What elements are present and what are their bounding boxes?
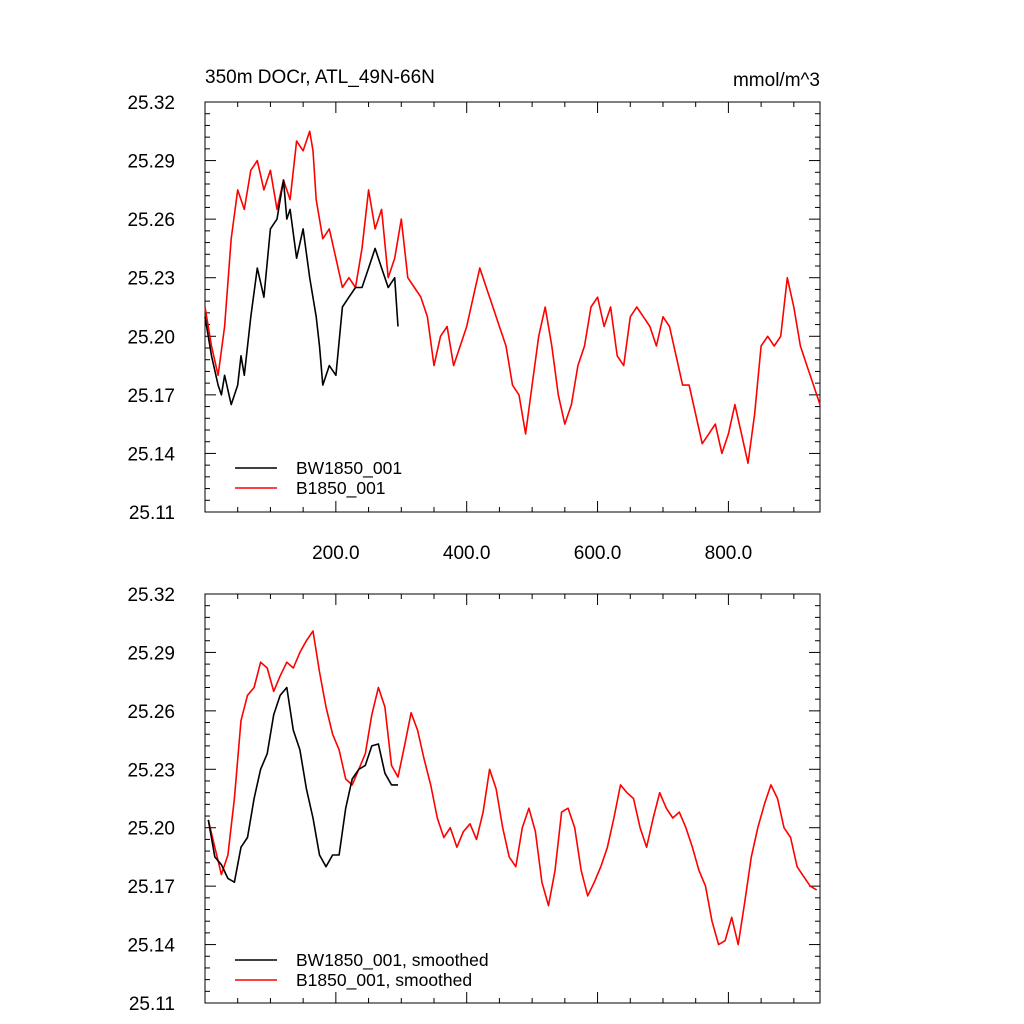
legend-label: BW1850_001 [296,458,402,479]
y-tick-label: 25.17 [127,386,175,407]
y-tick-label: 25.20 [127,327,175,348]
series-line-bw1850 [204,179,399,406]
panel-2: 25.11 25.14 25.17 25.20 25.23 25.26 25.29 25.32… [127,585,821,1015]
units-label: mmol/m^3 [733,70,820,91]
plot-frame [204,593,821,1004]
panel-1: 25.11 25.14 25.17 25.20 25.23 25.26 25.29 25.32… [127,93,821,564]
legend-label: B1850_001, smoothed [296,970,472,991]
y-tick-label: 25.11 [129,503,175,524]
x-tick-label: 400.0 [443,543,491,564]
y-tick-label: 25.26 [127,702,175,723]
y-tick-label: 25.29 [127,643,175,664]
legend-label: B1850_001 [296,478,386,499]
x-tick-label: 200.0 [312,543,360,564]
y-tick-label: 25.32 [127,93,175,114]
x-tick-label: 600.0 [574,543,622,564]
legend-label: BW1850_001, smoothed [296,950,489,971]
chart-title: 350m DOCr, ATL_49N-66N [205,67,435,88]
y-tick-label: 25.14 [127,936,175,957]
y-tick-label: 25.17 [127,877,175,898]
y-tick-label: 25.23 [127,269,175,290]
y-tick-label: 25.32 [127,585,175,606]
x-tick-label: 800.0 [705,543,753,564]
y-tick-label: 25.29 [127,152,175,173]
series-line-bw1850 [207,686,398,884]
series-line-b1850 [204,130,821,465]
plot-frame [204,101,821,513]
y-tick-label: 25.20 [127,819,175,840]
series-line-b1850 [207,630,818,946]
y-tick-label: 25.26 [127,210,175,231]
y-tick-label: 25.23 [127,760,175,781]
y-tick-label: 25.14 [127,444,175,465]
y-tick-label: 25.11 [129,994,175,1015]
